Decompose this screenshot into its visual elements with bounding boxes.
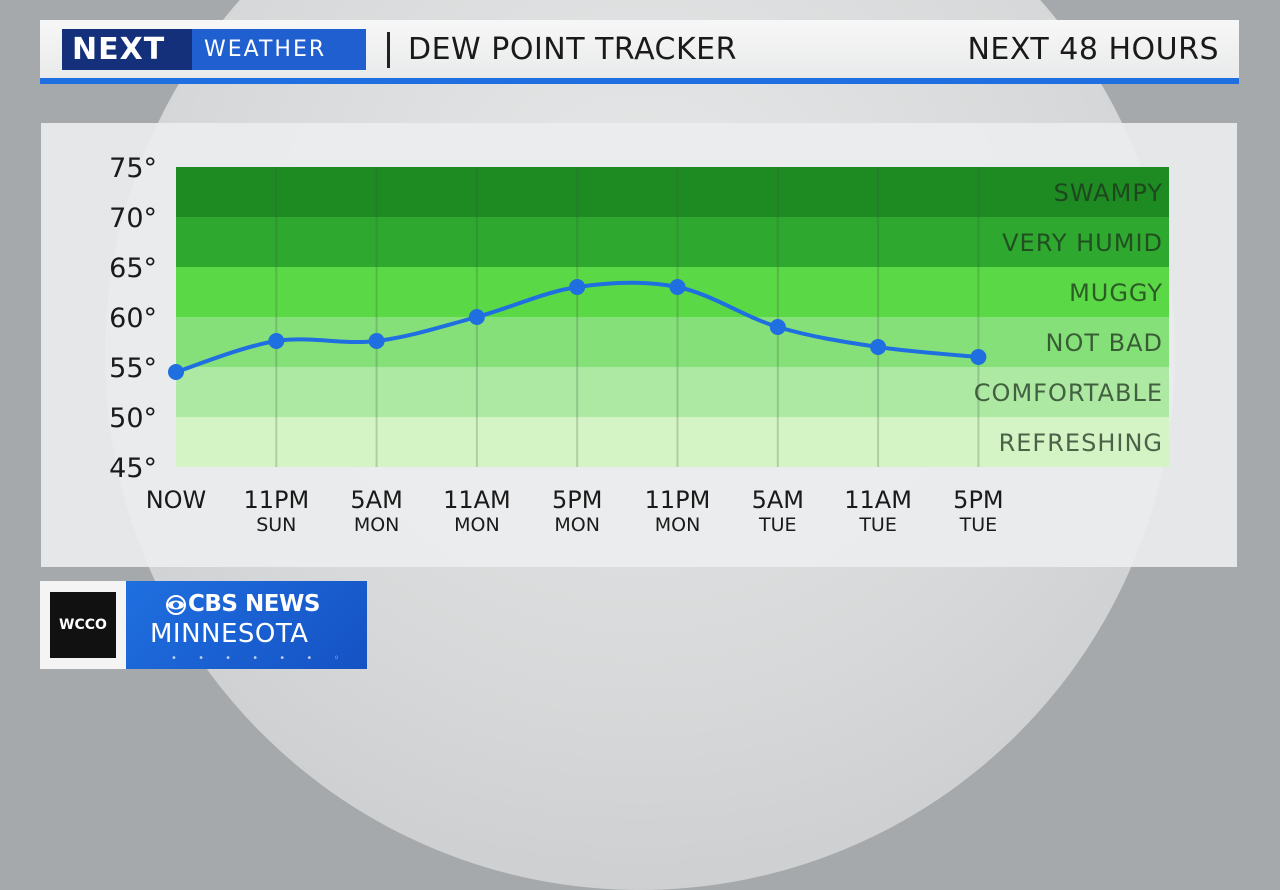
y-tick-label: 55° (109, 353, 157, 384)
band-label: NOT BAD (1046, 329, 1164, 357)
x-tick-day-label: MON (354, 514, 400, 536)
data-point (669, 279, 686, 295)
logo-next: NEXT (72, 32, 166, 67)
data-point (268, 333, 285, 349)
band-very-humid (176, 217, 1169, 267)
next-weather-logo: NEXT WEATHER (62, 29, 366, 70)
x-tick-label: 5PM (953, 486, 1003, 514)
cbs-eye-icon (166, 595, 186, 615)
header-divider (387, 32, 390, 68)
x-tick-day-label: TUE (858, 514, 897, 536)
x-tick-label: 11PM (243, 486, 309, 514)
x-tick-label: 11PM (645, 486, 711, 514)
x-tick-day-label: MON (554, 514, 600, 536)
band-swampy (176, 167, 1169, 217)
band-label: VERY HUMID (1002, 229, 1163, 257)
y-tick-label: 50° (109, 403, 157, 434)
x-tick-day-label: MON (454, 514, 500, 536)
band-label: SWAMPY (1054, 179, 1163, 207)
x-tick-label: 11AM (443, 486, 511, 514)
minnesota-label: MINNESOTA (150, 619, 309, 649)
y-tick-label: 65° (109, 253, 157, 284)
data-point (368, 333, 385, 349)
x-tick-day-label: TUE (758, 514, 797, 536)
band-label: REFRESHING (999, 429, 1163, 457)
data-point (569, 279, 586, 295)
band-comfortable (176, 367, 1169, 417)
y-tick-label: 75° (109, 153, 157, 184)
logo-weather: WEATHER (192, 29, 366, 70)
x-tick-label: 5AM (350, 486, 402, 514)
cbs-news-logo: CBS NEWS MINNESOTA • • • • • • ◦ (126, 581, 367, 669)
header-bar: NEXT WEATHER DEW POINT TRACKER NEXT 48 H… (40, 20, 1239, 84)
band-label: MUGGY (1069, 279, 1163, 307)
cbs-news-label: CBS NEWS (188, 591, 320, 617)
data-point (769, 319, 786, 335)
x-tick-day-label: SUN (256, 514, 296, 536)
logo-dots: • • • • • • ◦ (171, 653, 349, 664)
wcco-logo-box: WCCO (40, 581, 126, 669)
x-tick-label: NOW (146, 486, 207, 514)
band-label: COMFORTABLE (974, 379, 1163, 407)
y-tick-label: 45° (109, 453, 157, 484)
y-tick-label: 60° (109, 303, 157, 334)
data-point (970, 349, 987, 365)
x-tick-day-label: MON (655, 514, 701, 536)
data-point (468, 309, 485, 325)
page-title: DEW POINT TRACKER (408, 32, 737, 67)
x-tick-label: 5PM (552, 486, 602, 514)
data-point (168, 364, 184, 380)
chart-panel: SWAMPY VERY HUMID MUGGY NOT BAD COMFORTABLE R… (41, 123, 1237, 567)
x-tick-day-label: TUE (959, 514, 998, 536)
wcco-logo: WCCO (50, 592, 116, 658)
x-tick-label: 5AM (752, 486, 804, 514)
x-tick-label: 11AM (844, 486, 912, 514)
data-point (870, 339, 887, 355)
station-branding: WCCO CBS NEWS MINNESOTA • • • • • • ◦ (40, 581, 367, 669)
band-refreshing (176, 417, 1169, 467)
dew-point-chart: SWAMPY VERY HUMID MUGGY NOT BAD COMFORTABLE R… (109, 153, 1169, 536)
forecast-period: NEXT 48 HOURS (967, 32, 1219, 67)
y-tick-label: 70° (109, 203, 157, 234)
